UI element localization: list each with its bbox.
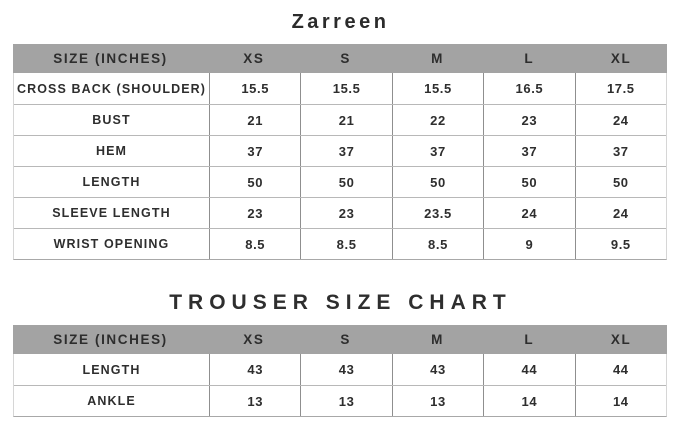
- table-cell: 37: [391, 136, 483, 166]
- table-row-trouser-length: LENGTH 43 43 43 44 44: [14, 354, 666, 385]
- garment-size-table: SIZE (INCHES) XS S M L XL CROSS BACK (SH…: [13, 44, 667, 260]
- table-cell: 50: [209, 167, 300, 197]
- table-cell: 23: [300, 198, 391, 228]
- trouser-chart-title: TROUSER SIZE CHART: [169, 291, 512, 314]
- table-cell: 13: [209, 386, 300, 416]
- table-cell: 8.5: [391, 229, 483, 259]
- table-cell: 22: [391, 105, 483, 135]
- column-header-size-inches: SIZE (INCHES): [53, 51, 168, 66]
- table-cell: 13: [391, 386, 483, 416]
- table-row-sleeve-length: SLEEVE LENGTH 23 23 23.5 24 24: [14, 197, 666, 228]
- column-header-xl: XL: [610, 332, 632, 347]
- table-cell: 24: [483, 198, 574, 228]
- table-row-hem: HEM 37 37 37 37 37: [14, 135, 666, 166]
- table-cell: 43: [300, 354, 391, 385]
- table-cell: 50: [391, 167, 483, 197]
- table-cell: 37: [209, 136, 300, 166]
- table-header-row: SIZE (INCHES) XS S M L XL: [13, 44, 667, 73]
- column-header-m: M: [431, 51, 444, 66]
- column-header-l: L: [524, 332, 535, 347]
- table-cell: 50: [574, 167, 666, 197]
- table-cell: 44: [483, 354, 574, 385]
- column-header-s: S: [340, 51, 351, 66]
- table-row-ankle: ANKLE 13 13 13 14 14: [14, 385, 666, 416]
- table-cell: 23.5: [391, 198, 483, 228]
- brand-title: Zarreen: [291, 11, 390, 33]
- row-label: CROSS BACK (SHOULDER): [16, 81, 207, 96]
- table-header-row: SIZE (INCHES) XS S M L XL: [13, 325, 667, 354]
- table-cell: 43: [209, 354, 300, 385]
- table-cell: 23: [209, 198, 300, 228]
- table-cell: 24: [574, 198, 666, 228]
- table-cell: 24: [574, 105, 666, 135]
- row-label: BUST: [92, 113, 131, 127]
- column-header-size-inches: SIZE (INCHES): [53, 332, 168, 347]
- table-cell: 37: [574, 136, 666, 166]
- table-cell: 9: [483, 229, 574, 259]
- column-header-m: M: [431, 332, 444, 347]
- table-cell: 37: [300, 136, 391, 166]
- column-header-xl: XL: [610, 51, 632, 66]
- table-cell: 43: [391, 354, 483, 385]
- column-header-s: S: [340, 332, 351, 347]
- row-label: ANKLE: [87, 394, 136, 408]
- table-cell: 15.5: [300, 73, 391, 104]
- row-label: HEM: [95, 144, 128, 158]
- table-cell: 17.5: [574, 73, 666, 104]
- column-header-xs: XS: [243, 51, 265, 66]
- table-cell: 9.5: [574, 229, 666, 259]
- table-cell: 37: [483, 136, 574, 166]
- table-row-wrist-opening: WRIST OPENING 8.5 8.5 8.5 9 9.5: [14, 228, 666, 259]
- table-cell: 14: [483, 386, 574, 416]
- table-cell: 16.5: [483, 73, 574, 104]
- table-cell: 14: [574, 386, 666, 416]
- table-row-bust: BUST 21 21 22 23 24: [14, 104, 666, 135]
- row-label: LENGTH: [82, 175, 141, 189]
- table-cell: 15.5: [391, 73, 483, 104]
- table-cell: 44: [574, 354, 666, 385]
- table-cell: 50: [300, 167, 391, 197]
- table-cell: 50: [483, 167, 574, 197]
- row-label: LENGTH: [82, 362, 141, 377]
- table-cell: 23: [483, 105, 574, 135]
- table-cell: 8.5: [300, 229, 391, 259]
- column-header-l: L: [524, 51, 535, 66]
- row-label: SLEEVE LENGTH: [52, 206, 171, 220]
- table-cell: 21: [209, 105, 300, 135]
- table-cell: 8.5: [209, 229, 300, 259]
- column-header-xs: XS: [243, 332, 265, 347]
- table-row-cross-back: CROSS BACK (SHOULDER) 15.5 15.5 15.5 16.…: [14, 73, 666, 104]
- table-row-length: LENGTH 50 50 50 50 50: [14, 166, 666, 197]
- table-cell: 21: [300, 105, 391, 135]
- row-label: WRIST OPENING: [53, 237, 170, 251]
- table-cell: 15.5: [209, 73, 300, 104]
- table-cell: 13: [300, 386, 391, 416]
- trouser-size-table: SIZE (INCHES) XS S M L XL LENGTH 43 43 4…: [13, 325, 667, 417]
